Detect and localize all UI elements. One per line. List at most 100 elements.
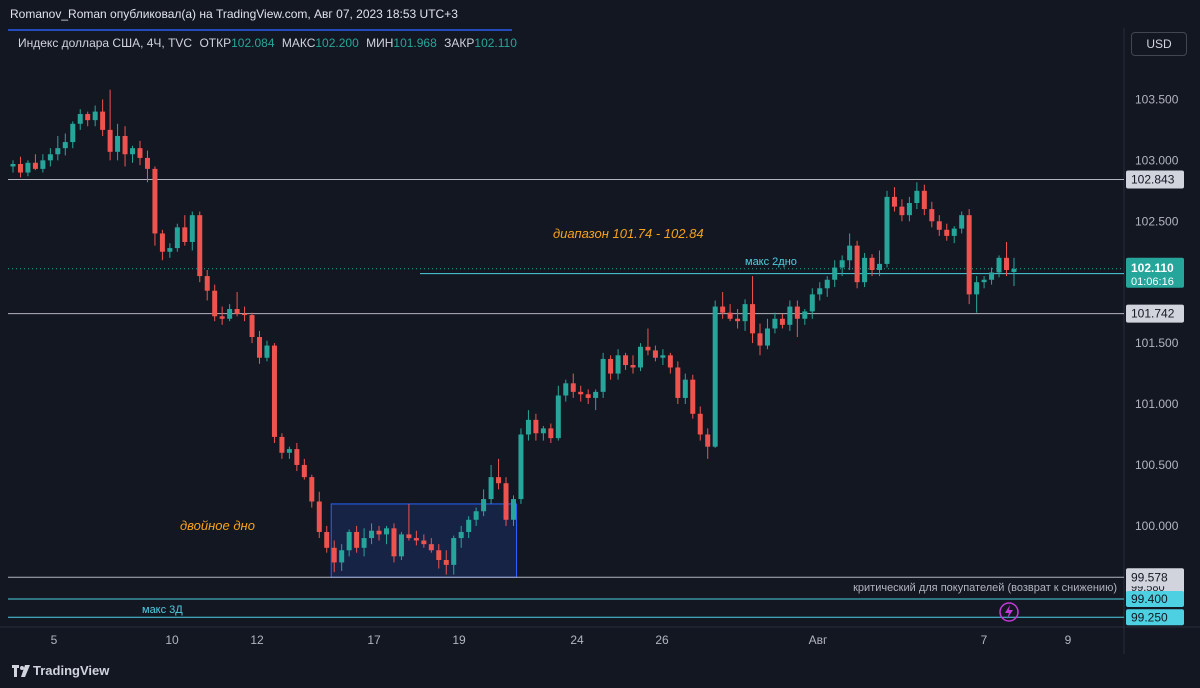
candle-body — [585, 394, 591, 398]
candle-body — [824, 279, 830, 289]
candle-body — [159, 233, 165, 252]
candle-body — [563, 383, 569, 396]
x-tick-label: 26 — [655, 633, 669, 647]
low-value: 101.968 — [393, 36, 437, 50]
candle-body — [869, 257, 875, 271]
candle-body — [615, 355, 621, 374]
last-price-label: 102.110 — [1131, 261, 1174, 275]
candle-body — [47, 154, 53, 161]
candle-body — [85, 114, 91, 121]
candle-body — [518, 434, 524, 500]
close-label: ЗАКР — [444, 36, 475, 50]
candle-body — [346, 531, 352, 551]
candle-body — [951, 228, 957, 236]
tradingview-brand[interactable]: TradingView — [33, 663, 110, 678]
candle-body — [817, 288, 823, 295]
candle-body — [944, 229, 950, 236]
candle-body — [271, 345, 277, 437]
x-tick-label: 17 — [367, 633, 381, 647]
candle-body — [421, 540, 427, 545]
level-axis-label-bg — [1126, 590, 1184, 607]
level-axis-label-bg — [1126, 609, 1184, 626]
low-label: МИН — [366, 36, 394, 50]
currency-button[interactable]: USD — [1131, 32, 1187, 56]
candle-body — [436, 550, 442, 560]
candle-body — [197, 215, 203, 277]
candle-body — [324, 531, 330, 548]
level-axis-label: 99.400 — [1131, 592, 1168, 606]
candle-body — [376, 530, 382, 535]
level-axis-label: 99.578 — [1131, 570, 1168, 584]
candle-body — [555, 395, 561, 439]
candle-body — [354, 531, 360, 548]
candle-body — [301, 464, 307, 478]
candle-body — [899, 206, 905, 216]
candle-body — [10, 164, 16, 167]
level-axis-label: 102.843 — [1131, 172, 1175, 186]
candle-body — [294, 449, 300, 465]
candle-body — [877, 263, 883, 271]
candle-body — [891, 196, 897, 207]
candle-body — [787, 306, 793, 325]
high-value: 102.200 — [315, 36, 359, 50]
footer: TradingView — [0, 654, 1200, 688]
open-value: 102.084 — [231, 36, 275, 50]
candle-body — [884, 196, 890, 264]
candle-body — [809, 294, 815, 312]
candle-body — [458, 531, 464, 539]
candle-body — [227, 308, 233, 319]
candle-body — [832, 267, 838, 280]
candle-body — [974, 282, 980, 295]
candle-body — [675, 367, 681, 398]
level-axis-label: 99.250 — [1131, 610, 1168, 624]
candle-body — [212, 290, 218, 317]
candle-body — [331, 547, 337, 563]
candle-body — [115, 135, 121, 152]
x-tick-label: 10 — [165, 633, 179, 647]
max-3d-annotation: макс 3Д — [142, 604, 183, 616]
y-tick-label: 102.500 — [1135, 214, 1179, 228]
candle-body — [398, 534, 404, 557]
candle-body — [510, 499, 516, 520]
candle-body — [339, 550, 345, 563]
candle-body — [249, 315, 255, 338]
candle-body — [854, 245, 860, 283]
candle-body — [623, 355, 629, 366]
candle-body — [1004, 257, 1010, 271]
candle-body — [77, 114, 83, 124]
candle-body — [481, 499, 487, 512]
candle-body — [772, 318, 778, 329]
candle-body — [989, 272, 995, 280]
critical-annotation: критический для покупателей (возврат к с… — [853, 582, 1117, 594]
chart-legend: Индекс доллара США, 4Ч, TVC ОТКР102.084 … — [18, 36, 517, 50]
double-bottom-annotation: двойное дно — [180, 518, 255, 533]
high-label: МАКС — [281, 36, 316, 50]
candle-body — [413, 538, 419, 541]
x-tick-label: 7 — [981, 633, 988, 647]
candle-body — [540, 428, 546, 434]
candle-body — [727, 312, 733, 319]
candle-body — [17, 164, 23, 173]
candle-body — [62, 142, 68, 149]
candle-body — [712, 306, 718, 447]
candle-body — [107, 129, 113, 152]
candle-body — [966, 215, 972, 295]
candle-body — [630, 365, 636, 368]
candle-body — [100, 111, 106, 130]
tradingview-logo-icon — [12, 665, 30, 677]
lightning-event-icon — [999, 602, 1019, 622]
candle-body — [533, 419, 539, 434]
candle-body — [720, 306, 726, 313]
level-axis-label-bg — [1126, 304, 1184, 323]
candle-body — [174, 227, 180, 249]
y-tick-label: 103.000 — [1135, 153, 1179, 167]
candle-body — [40, 160, 46, 169]
candle-body — [697, 413, 703, 435]
candle-body — [660, 355, 666, 358]
candle-body — [652, 350, 658, 358]
candle-body — [406, 534, 412, 539]
candle-body — [286, 449, 292, 453]
candle-body — [1011, 268, 1017, 272]
candle-body — [130, 148, 136, 155]
